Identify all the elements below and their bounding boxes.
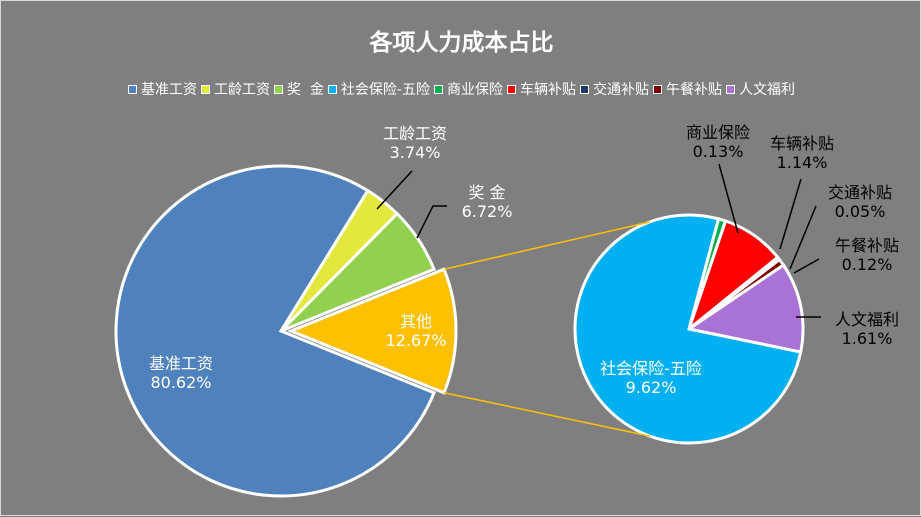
- connector-line-bottom: [443, 392, 651, 437]
- legend-label: 交通补贴: [592, 82, 649, 98]
- legend-item: 车辆补贴: [506, 79, 576, 99]
- main-pie-slice: [279, 211, 436, 333]
- data-label-social-insurance: 社会保险-五险 9.62%: [600, 359, 702, 397]
- legend-label: 基准工资: [141, 82, 198, 98]
- legend: 基准工资 工龄工资奖 金社会保险-五险 商业保险 车辆补贴 交通补贴 午餐补贴 人文福利: [1, 79, 921, 99]
- secondary-pie-slice: [573, 213, 803, 445]
- legend-item: 基准工资: [128, 79, 197, 99]
- data-label-base-salary: 基准工资 80.62%: [149, 354, 213, 392]
- legend-swatch: [128, 84, 138, 94]
- data-label-transport-allowance: 交通补贴 0.05%: [828, 183, 892, 221]
- legend-label: 人文福利: [738, 82, 795, 98]
- leader-line-transport: [789, 205, 817, 270]
- data-label-vehicle-allowance: 车辆补贴 1.14%: [770, 134, 834, 172]
- legend-item: 社会保险-五险: [327, 79, 430, 99]
- legend-item: 商业保险: [433, 79, 503, 99]
- leader-line-vehicle: [779, 178, 802, 250]
- data-label-commercial-insurance: 商业保险 0.13%: [686, 123, 750, 161]
- connector-line-top: [443, 221, 651, 270]
- chart-title: 各项人力成本占比: [369, 30, 554, 56]
- data-label-bonus: 奖 金 6.72%: [462, 183, 513, 221]
- legend-swatch: [433, 84, 443, 94]
- leader-line-tenure: [376, 170, 413, 210]
- main-pie: [114, 164, 458, 498]
- legend-label: 工龄工资: [214, 82, 271, 98]
- legend-swatch: [327, 84, 337, 94]
- legend-swatch: [579, 84, 589, 94]
- legend-swatch: [506, 84, 516, 94]
- legend-label: 午餐补贴: [665, 82, 722, 98]
- data-label-welfare: 人文福利 1.61%: [835, 310, 899, 348]
- main-pie-slice: [286, 267, 458, 395]
- data-label-other: 其他 12.67%: [385, 312, 446, 350]
- secondary-pie-slice: [685, 263, 805, 354]
- leader-line-bonus: [416, 205, 447, 239]
- data-label-tenure: 工龄工资 3.74%: [383, 124, 447, 162]
- legend-swatch: [725, 84, 735, 94]
- legend-swatch: [652, 84, 662, 94]
- main-pie-slice: [114, 164, 436, 498]
- legend-item: 工龄工资: [201, 79, 270, 99]
- legend-label: 社会保险-五险: [340, 82, 430, 98]
- legend-swatch: [274, 84, 284, 94]
- legend-label: 奖 金: [287, 82, 324, 98]
- legend-label: 商业保险: [446, 82, 503, 98]
- legend-swatch: [201, 84, 211, 94]
- legend-item: 奖 金: [274, 79, 324, 99]
- data-label-lunch-allowance: 午餐补贴 0.12%: [835, 236, 899, 274]
- legend-item: 人文福利: [725, 79, 795, 99]
- leader-line-commercial: [718, 163, 739, 234]
- legend-item: 午餐补贴: [652, 79, 722, 99]
- legend-item: 交通补贴: [579, 79, 649, 99]
- leader-line-lunch: [793, 258, 820, 274]
- legend-label: 车辆补贴: [519, 82, 576, 98]
- secondary-pie: [573, 213, 805, 445]
